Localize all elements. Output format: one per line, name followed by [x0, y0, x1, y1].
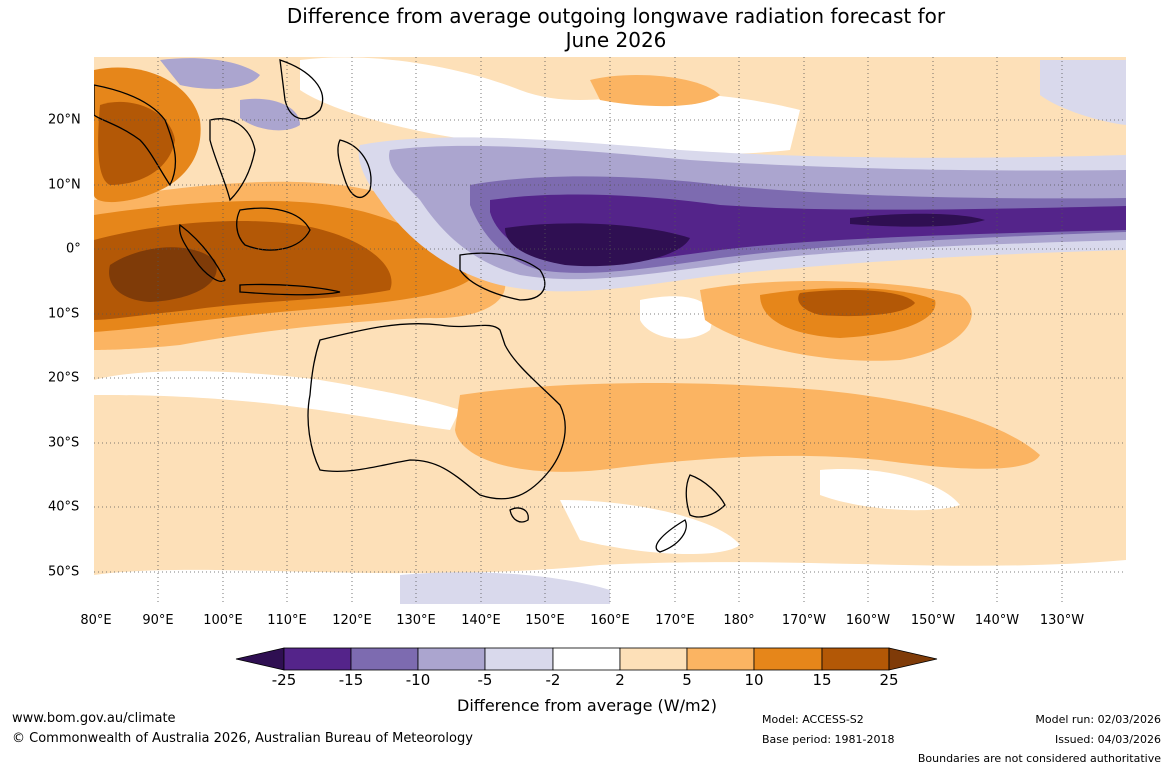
neutral-band-1 [94, 371, 460, 430]
colorbar [235, 647, 938, 671]
footer-model-run: Model run: 02/03/2026 [1035, 713, 1161, 726]
x-tick-label: 180° [723, 613, 755, 628]
x-tick-label: 130°W [1039, 613, 1085, 628]
y-tick-label: 0° [66, 241, 81, 257]
colorbar-label: 5 [682, 671, 692, 689]
map-title-line1: Difference from average outgoing longwav… [286, 4, 946, 28]
negative-core-west [505, 223, 690, 267]
borneo-coastline [236, 207, 311, 251]
colorbar-label: -5 [477, 671, 493, 689]
nz-south-coastline [655, 519, 687, 553]
java-coastline [239, 283, 341, 296]
x-tick-label: 170°W [781, 613, 827, 628]
footer-copyright: © Commonwealth of Australia 2026, Austra… [12, 731, 473, 746]
colorbar-seg-10 [888, 647, 938, 671]
x-tick-label: 160°E [590, 613, 630, 628]
colorbar-seg-0 [235, 647, 285, 671]
x-tick-label: 160°W [845, 613, 891, 628]
coastlines [94, 59, 726, 553]
colorbar-seg-2 [350, 647, 419, 671]
colorbar-label: -10 [405, 671, 431, 689]
y-tick-label: 20°S [48, 370, 80, 386]
x-tick-label: 130°E [396, 613, 436, 628]
colorbar-seg-4 [484, 647, 554, 671]
footer-issued: Issued: 04/03/2026 [1054, 733, 1161, 746]
negative-core-east [850, 213, 985, 227]
graticule [94, 57, 1126, 604]
y-tick-label: 50°S [48, 564, 80, 580]
nz-north-coastline [685, 474, 726, 518]
colorbar-seg-7 [686, 647, 755, 671]
x-tick-label: 140°W [974, 613, 1020, 628]
negative-south-china-sea [240, 98, 300, 131]
x-tick-label: 150°E [525, 613, 565, 628]
x-tick-label: 140°E [461, 613, 501, 628]
colorbar-label: -25 [271, 671, 297, 689]
china-coastline [279, 59, 324, 120]
sumatra-coastline [179, 223, 226, 282]
colorbar-seg-8 [753, 647, 823, 671]
footer-base-period: Base period: 1981-2018 [762, 733, 895, 746]
x-tick-label: 80°E [80, 613, 112, 628]
negative-china [160, 58, 260, 89]
footer-model: Model: ACCESS-S2 [762, 713, 864, 726]
y-tick-label: 10°S [48, 306, 80, 322]
neutral-patch-coral [640, 296, 712, 339]
x-tick-label: 170°E [655, 613, 695, 628]
x-tick-label: 110°E [267, 613, 307, 628]
footer-url[interactable]: www.bom.gov.au/climate [12, 711, 176, 726]
negative-northeast [1040, 60, 1126, 125]
colorbar-seg-9 [821, 647, 890, 671]
neutral-patch-tasman [560, 500, 740, 555]
map-title: Difference from average outgoing longwav… [0, 4, 1173, 52]
x-tick-label: 100°E [203, 613, 243, 628]
colorbar-seg-3 [417, 647, 486, 671]
tasmania-coastline [509, 507, 529, 523]
y-tick-label: 30°S [48, 435, 80, 451]
australia-coastline [307, 323, 566, 500]
x-tick-label: 150°W [910, 613, 956, 628]
positive-extreme-core [109, 247, 217, 302]
colorbar-label: -15 [338, 671, 364, 689]
colorbar-seg-5 [552, 647, 621, 671]
colorbar-label: 2 [615, 671, 625, 689]
negative-southern-ocean [400, 572, 610, 604]
philippines-coastline [337, 139, 372, 199]
positive-subtropical-band [455, 383, 1040, 472]
y-tick-label: 10°N [48, 177, 81, 193]
x-tick-label: 90°E [142, 613, 174, 628]
indochina-coastline [209, 118, 256, 202]
positive-north-patch [590, 75, 720, 107]
map-title-line2: June 2026 [565, 28, 667, 52]
colorbar-label: 25 [879, 671, 899, 689]
x-tick-label: 120°E [332, 613, 372, 628]
colorbar-seg-1 [283, 647, 352, 671]
colorbar-title: Difference from average (W/m2) [457, 696, 717, 715]
positive-sp-strong [798, 290, 915, 317]
footer-disclaimer: Boundaries are not considered authoritat… [917, 752, 1161, 765]
positive-strong-bengal [98, 101, 175, 185]
y-tick-label: 20°N [48, 112, 81, 128]
new-guinea-coastline [459, 252, 546, 301]
colorbar-seg-6 [619, 647, 688, 671]
colorbar-label: 10 [744, 671, 764, 689]
colorbar-label: -2 [545, 671, 561, 689]
colorbar-label: 15 [812, 671, 832, 689]
neutral-patch-pacific [820, 469, 960, 511]
y-tick-label: 40°S [48, 499, 80, 515]
map-field [94, 57, 1126, 604]
